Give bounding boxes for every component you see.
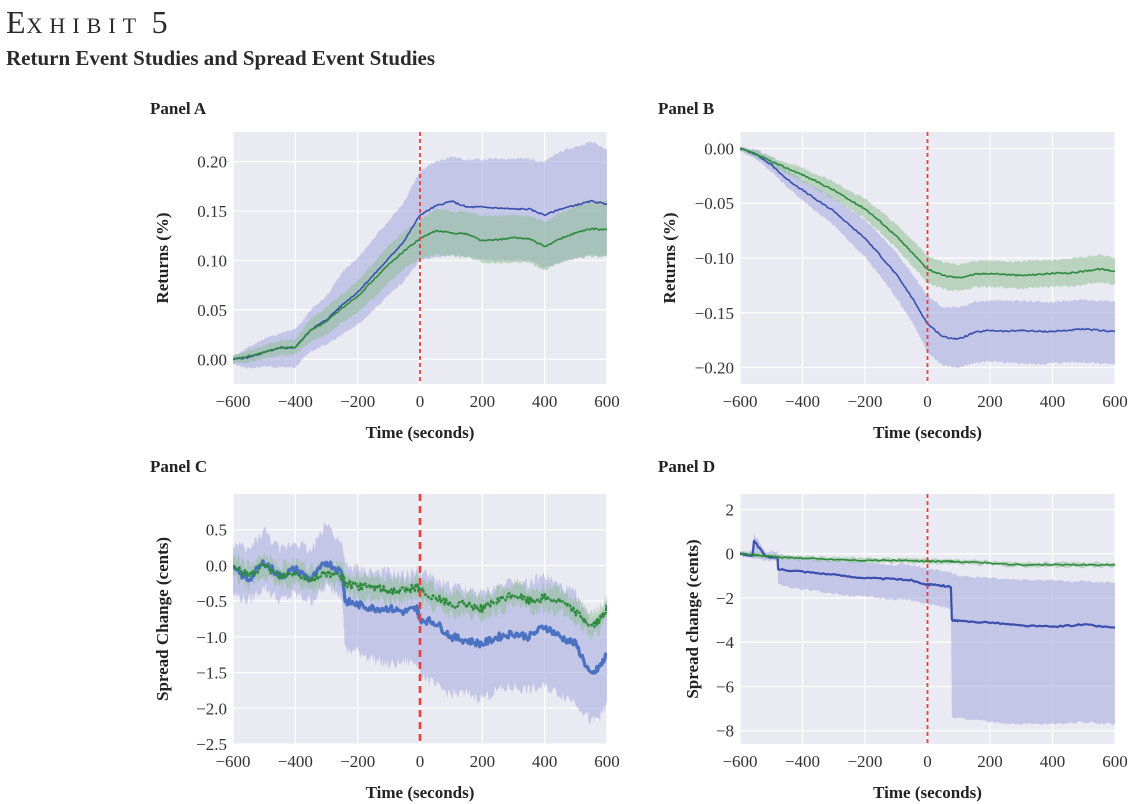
blue-series-line xyxy=(233,559,607,675)
x-axis-label: Time (seconds) xyxy=(366,783,475,802)
y-tick-label: −0.5 xyxy=(196,592,227,611)
x-axis-label: Time (seconds) xyxy=(873,423,982,442)
exhibit-subtitle: Return Event Studies and Spread Event St… xyxy=(6,46,436,70)
panel-title: Panel C xyxy=(150,457,207,476)
y-tick-label: 0.0 xyxy=(206,556,227,575)
y-tick-label: 0 xyxy=(726,545,735,564)
x-tick-label: 0 xyxy=(923,752,932,771)
x-tick-label: −400 xyxy=(785,392,820,411)
blue-confidence-band xyxy=(740,146,1115,368)
y-tick-label: 0.20 xyxy=(197,153,227,172)
x-tick-label: 200 xyxy=(470,752,496,771)
x-tick-label: −600 xyxy=(215,752,250,771)
plot-area xyxy=(740,132,1115,384)
y-axis-label: Spread change (cents) xyxy=(683,539,702,698)
panel-title: Panel A xyxy=(150,99,207,118)
x-tick-label: −600 xyxy=(215,392,250,411)
plot-area xyxy=(233,494,607,744)
exhibit-letter: E xyxy=(6,4,27,40)
x-tick-label: −200 xyxy=(340,392,375,411)
x-tick-label: −400 xyxy=(278,392,313,411)
x-tick-label: 600 xyxy=(1102,752,1128,771)
x-tick-label: −200 xyxy=(847,392,882,411)
y-tick-label: 2 xyxy=(726,500,735,519)
x-tick-label: 0 xyxy=(923,392,932,411)
green-series-line xyxy=(740,552,1115,567)
x-tick-label: 400 xyxy=(532,752,558,771)
y-axis-label: Spread Change (cents) xyxy=(153,537,172,701)
y-tick-label: −1.0 xyxy=(196,628,227,647)
green-series-line xyxy=(233,562,607,628)
x-tick-label: 0 xyxy=(416,752,425,771)
y-tick-label: 0.00 xyxy=(197,350,227,369)
x-tick-label: 600 xyxy=(1102,392,1128,411)
panel-c: −600 −400 −200 0 200 400 600 0.5 0.0 −0.5 −1.0 −1.5… xyxy=(150,457,620,802)
x-tick-label: −400 xyxy=(278,752,313,771)
x-tick-label: 600 xyxy=(594,752,620,771)
y-tick-label: −6 xyxy=(716,677,734,696)
y-tick-label: −4 xyxy=(716,633,735,652)
x-tick-label: 0 xyxy=(416,392,425,411)
x-tick-label: 200 xyxy=(470,392,496,411)
x-tick-label: −600 xyxy=(722,392,757,411)
panel-title: Panel B xyxy=(658,99,714,118)
x-tick-label: −400 xyxy=(785,752,820,771)
blue-series-line xyxy=(740,539,1115,629)
x-tick-label: 400 xyxy=(1040,392,1066,411)
y-axis-label: Returns (%) xyxy=(153,212,172,303)
y-tick-label: −2 xyxy=(716,589,734,608)
y-tick-label: 0.15 xyxy=(197,202,227,221)
x-tick-label: −200 xyxy=(340,752,375,771)
x-tick-label: 400 xyxy=(1040,752,1066,771)
y-tick-label: −2.5 xyxy=(196,735,227,754)
x-tick-label: −600 xyxy=(722,752,757,771)
y-tick-label: 0.5 xyxy=(206,521,227,540)
y-tick-label: −1.5 xyxy=(196,664,227,683)
y-tick-label: −0.05 xyxy=(695,194,734,213)
green-confidence-band xyxy=(233,199,607,364)
y-tick-label: −0.10 xyxy=(695,249,734,268)
y-tick-label: −0.15 xyxy=(695,304,734,323)
x-tick-label: 200 xyxy=(977,752,1003,771)
green-confidence-band xyxy=(740,147,1115,292)
y-tick-label: 0.05 xyxy=(197,301,227,320)
panel-d: −600 −400 −200 0 200 400 600 2 0 −2 −4 −6 −8 Panel D T… xyxy=(658,457,1128,802)
x-tick-label: 400 xyxy=(532,392,558,411)
x-tick-label: −200 xyxy=(847,752,882,771)
y-tick-label: −2.0 xyxy=(196,699,227,718)
x-axis-label: Time (seconds) xyxy=(366,423,475,442)
x-axis-label: Time (seconds) xyxy=(873,783,982,802)
exhibit-heading: EXHIBIT 5 xyxy=(6,4,169,41)
y-tick-label: −0.20 xyxy=(695,359,734,378)
panel-title: Panel D xyxy=(658,457,715,476)
y-tick-label: −8 xyxy=(716,722,734,741)
x-tick-label: 200 xyxy=(977,392,1003,411)
panel-a: −600 −400 −200 0 200 400 600 0.00 0.05 0.10 0.15 0.… xyxy=(150,99,620,442)
y-tick-label: 0.00 xyxy=(704,139,734,158)
plot-area xyxy=(233,132,607,384)
plot-area xyxy=(740,494,1115,744)
y-tick-label: 0.10 xyxy=(197,251,227,270)
panel-b: −600 −400 −200 0 200 400 600 0.00 −0.05 −0.10 −0.1… xyxy=(658,99,1128,442)
exhibit-number: 5 xyxy=(151,4,169,40)
blue-confidence-band xyxy=(740,532,1115,726)
y-axis-label: Returns (%) xyxy=(660,212,679,303)
x-tick-label: 600 xyxy=(594,392,620,411)
exhibit-word: XHIBIT xyxy=(26,13,144,38)
